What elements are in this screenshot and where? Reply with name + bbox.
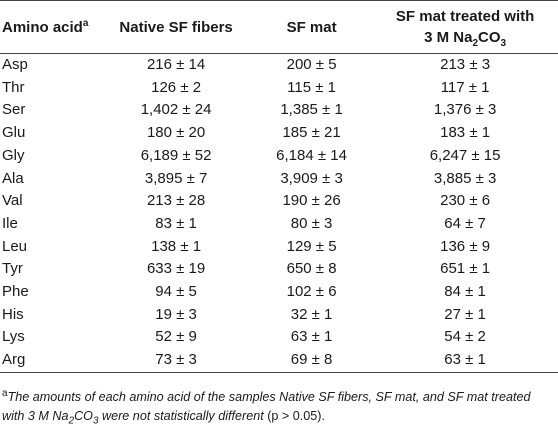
cell-amino-acid: Asp (2, 56, 28, 73)
footnote-marker: a (2, 387, 8, 399)
cell-sf-mat: 1,385 ± 1 (280, 101, 343, 119)
cell-sf-mat-treated: 117 ± 1 (440, 78, 490, 96)
cell-sf-mat-treated: 64 ± 7 (444, 214, 486, 232)
footnote-text-italic: The amounts of each amino acid of the sa… (2, 390, 531, 423)
header-amino-acid-label: Amino acid (2, 18, 83, 36)
cell-sf-mat: 650 ± 8 (286, 260, 337, 278)
cell-sf-mat: 80 ± 3 (290, 214, 333, 232)
cell-amino-acid: Thr (2, 78, 25, 96)
footnote-sub1: 2 (68, 415, 75, 427)
cell-amino-acid: Tyr (2, 260, 23, 278)
cell-sf-mat-treated: 3,885 ± 3 (433, 169, 497, 187)
header-footnote-marker: a (82, 17, 89, 29)
cell-amino-acid: Phe (2, 283, 29, 301)
cell-amino-acid: His (2, 305, 24, 323)
cell-native-sf-fibers: 216 ± 14 (146, 56, 206, 73)
table-row: Val 213 ± 28 190 ± 26 230 ± 6 (0, 190, 558, 213)
cell-sf-mat: 6,184 ± 14 (276, 146, 347, 164)
amino-acid-table: Amino acida Native SF fibers SF mat SF m… (0, 0, 558, 373)
cell-amino-acid: Arg (2, 351, 26, 369)
cell-native-sf-fibers: 52 ± 9 (155, 328, 197, 346)
footnote-text-plain: (p > 0.05). (263, 409, 325, 423)
cell-amino-acid: Lys (2, 328, 25, 346)
cell-amino-acid: Gly (2, 146, 25, 164)
header-amino-acid: Amino acida (0, 1, 101, 54)
table-row: Leu 138 ± 1 129 ± 5 136 ± 9 (0, 236, 558, 259)
cell-sf-mat-treated: 63 ± 1 (444, 351, 486, 369)
footnote-sub2: 3 (92, 415, 99, 427)
header-sf-mat-treated: SF mat treated with 3 M Na2CO3 (372, 1, 558, 54)
table-body: Asp 216 ± 14 200 ± 5 213 ± 3 Thr 126 ± 2 115 ±… (0, 54, 558, 373)
cell-sf-mat-treated: 6,247 ± 15 (429, 146, 501, 164)
cell-sf-mat: 190 ± 26 (282, 192, 341, 210)
table-row: Lys 52 ± 9 63 ± 1 54 ± 2 (0, 326, 558, 349)
footnote-text-italic3: were not statistically different (98, 409, 264, 423)
cell-sf-mat: 63 ± 1 (290, 328, 333, 346)
cell-native-sf-fibers: 213 ± 28 (146, 192, 206, 210)
cell-native-sf-fibers: 3,895 ± 7 (144, 169, 208, 187)
cell-amino-acid: Ala (2, 169, 24, 187)
header-treated-sub1: 2 (472, 38, 479, 49)
table-row: Thr 126 ± 2 115 ± 1 117 ± 1 (0, 77, 558, 100)
table-header: Amino acida Native SF fibers SF mat SF m… (0, 0, 558, 54)
table-row: Gly 6,189 ± 52 6,184 ± 14 6,247 ± 15 (0, 145, 558, 168)
cell-sf-mat-treated: 1,376 ± 3 (433, 101, 497, 119)
cell-native-sf-fibers: 83 ± 1 (155, 214, 197, 232)
header-treated-sub2: 3 (500, 38, 507, 49)
cell-native-sf-fibers: 180 ± 20 (146, 124, 206, 142)
cell-native-sf-fibers: 138 ± 1 (151, 237, 202, 255)
cell-sf-mat-treated: 213 ± 3 (440, 56, 491, 73)
header-treated-line2-mid: CO (478, 29, 501, 46)
cell-amino-acid: Glu (2, 124, 26, 142)
cell-sf-mat-treated: 183 ± 1 (440, 124, 491, 142)
cell-native-sf-fibers: 19 ± 3 (155, 305, 197, 323)
table-row: His 19 ± 3 32 ± 1 27 ± 1 (0, 304, 558, 327)
cell-amino-acid: Ile (2, 214, 18, 232)
cell-sf-mat: 3,909 ± 3 (280, 169, 343, 187)
table-row: Phe 94 ± 5 102 ± 6 84 ± 1 (0, 281, 558, 304)
header-treated-line1: SF mat treated with (395, 8, 535, 25)
cell-sf-mat: 200 ± 5 (286, 56, 337, 73)
cell-amino-acid: Val (2, 192, 23, 210)
cell-sf-mat: 102 ± 6 (286, 283, 337, 301)
cell-sf-mat-treated: 651 ± 1 (440, 260, 491, 278)
cell-sf-mat-treated: 136 ± 9 (440, 237, 491, 255)
cell-native-sf-fibers: 633 ± 19 (146, 260, 206, 278)
header-native-sf-fibers: Native SF fibers (119, 18, 233, 36)
table-row: Ser 1,402 ± 24 1,385 ± 1 1,376 ± 3 (0, 99, 558, 122)
cell-sf-mat-treated: 54 ± 2 (444, 328, 486, 346)
table-footnote: aThe amounts of each amino acid of the s… (2, 388, 554, 426)
cell-sf-mat: 129 ± 5 (286, 237, 337, 255)
table-row: Arg 73 ± 3 69 ± 8 63 ± 1 (0, 349, 558, 373)
cell-native-sf-fibers: 94 ± 5 (155, 283, 197, 301)
header-treated-line2-pre: 3 M Na (424, 29, 473, 46)
cell-native-sf-fibers: 6,189 ± 52 (140, 146, 212, 164)
table-row: Glu 180 ± 20 185 ± 21 183 ± 1 (0, 122, 558, 145)
table-row: Tyr 633 ± 19 650 ± 8 651 ± 1 (0, 258, 558, 281)
cell-native-sf-fibers: 126 ± 2 (151, 78, 202, 96)
cell-sf-mat: 115 ± 1 (287, 78, 336, 96)
cell-amino-acid: Ser (2, 101, 26, 119)
header-row: Amino acida Native SF fibers SF mat SF m… (0, 0, 558, 54)
cell-sf-mat: 185 ± 21 (282, 124, 341, 142)
cell-sf-mat-treated: 84 ± 1 (444, 283, 486, 301)
cell-native-sf-fibers: 73 ± 3 (155, 351, 197, 369)
cell-amino-acid: Leu (2, 237, 28, 255)
cell-sf-mat: 69 ± 8 (290, 351, 333, 369)
cell-sf-mat-treated: 27 ± 1 (444, 305, 486, 323)
footnote-text-italic2: CO (74, 409, 93, 423)
table-row: Ala 3,895 ± 7 3,909 ± 3 3,885 ± 3 (0, 168, 558, 191)
cell-sf-mat: 32 ± 1 (290, 305, 333, 323)
header-sf-mat: SF mat (286, 18, 337, 36)
table-row: Asp 216 ± 14 200 ± 5 213 ± 3 (0, 54, 558, 77)
table-row: Ile 83 ± 1 80 ± 3 64 ± 7 (0, 213, 558, 236)
cell-native-sf-fibers: 1,402 ± 24 (140, 101, 212, 119)
cell-sf-mat-treated: 230 ± 6 (440, 192, 491, 210)
